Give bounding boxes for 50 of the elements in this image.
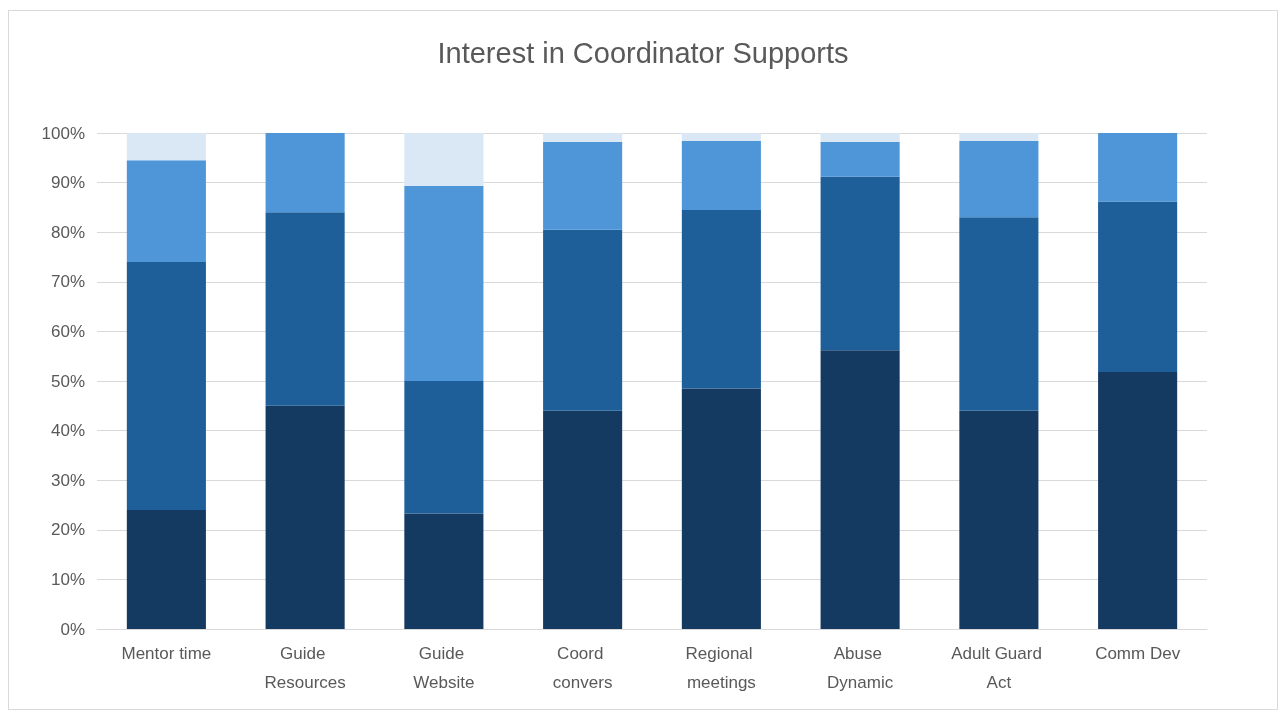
bar [820,133,900,142]
x-tick-label: Guide Website [413,644,475,692]
bar [404,186,484,381]
bar [543,229,623,411]
y-tick-label: 40% [50,421,85,441]
bar [681,209,761,389]
bar [681,133,761,141]
x-tick-label: Comm Dev [1095,644,1181,663]
x-tick-label: Adult Guard Act [951,644,1047,692]
y-tick-label: 20% [50,520,85,540]
y-tick-label: 50% [50,371,85,391]
bar [820,350,900,629]
bar [126,261,206,510]
bar [126,160,206,262]
bar [265,133,345,213]
bar [126,133,206,161]
bar [1098,201,1178,373]
x-tick-label: Abuse Dynamic [827,644,894,692]
x-tick-label: Coord convers [552,644,613,692]
y-tick-label: 0% [60,619,85,639]
bar [404,133,484,187]
x-tick-label: Regional meetings [685,644,758,692]
bar [265,212,345,406]
bar [959,140,1039,218]
bar [820,141,900,177]
y-tick-label: 60% [50,321,85,341]
bar [681,388,761,629]
bar [681,140,761,210]
bar [959,410,1039,629]
bar [1098,133,1178,202]
y-tick-label: 10% [50,569,85,589]
y-tick-label: 30% [50,470,85,490]
x-tick-label: Guide Resources [264,644,346,692]
bar [404,513,484,629]
bar [820,176,900,351]
bar [265,405,345,629]
y-tick-label: 80% [50,222,85,242]
y-tick-label: 70% [50,272,85,292]
bar [543,410,623,629]
chart-title: Interest in Coordinator Supports [437,36,849,69]
bar [126,509,206,629]
bar [959,217,1039,411]
bar [543,133,623,142]
bar [959,133,1039,141]
y-tick-label: 100% [41,123,85,143]
x-tick-label: Mentor time [121,644,212,663]
bar [1098,372,1178,629]
bar [404,381,484,514]
bar [543,141,623,230]
y-tick-label: 90% [50,173,85,193]
